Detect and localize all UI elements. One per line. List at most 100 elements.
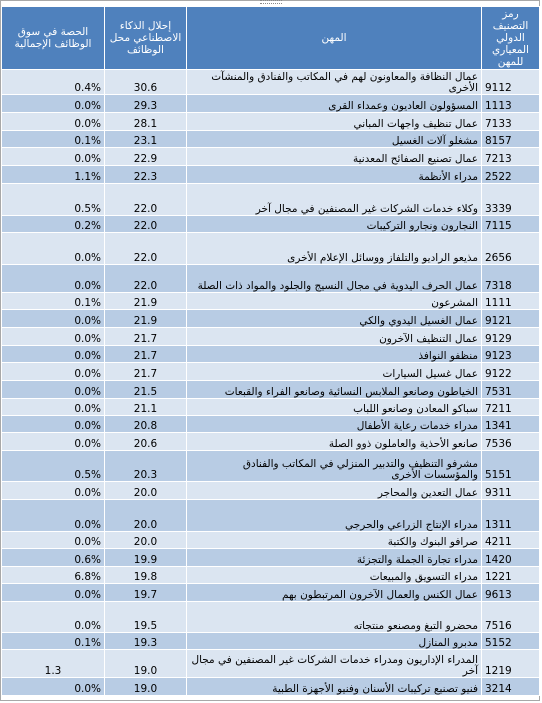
share-cell: 0.5%: [1, 183, 105, 216]
code-cell: 5151: [481, 450, 540, 482]
displacement-cell: 19.5: [104, 601, 187, 633]
header-displacement: إحلال الذكاء الاصطناعي محل الوظائف: [104, 6, 187, 70]
occupation-cell: وكلاء خدمات الشركات غير المصنفين في مجال…: [186, 183, 482, 216]
share-cell: 0.0%: [1, 94, 105, 113]
table-row: 0.0% 20.0 صرافو البنوك والكتبة 4211: [1, 531, 540, 549]
share-cell: 0.0%: [1, 481, 105, 500]
displacement-cell: 21.1: [104, 398, 187, 416]
header-code: رمز التصنيف الدولي المعياري للمهن: [481, 6, 540, 70]
displacement-cell: 22.0: [104, 215, 187, 233]
code-cell: 1113: [481, 94, 540, 113]
code-cell: 3214: [481, 677, 540, 696]
occupation-cell: صرافو البنوك والكتبة: [186, 531, 482, 549]
table-row: 6.8% 19.8 مدراء التسويق والمبيعات 1221: [1, 566, 540, 584]
table-row: 0.0% 20.8 مدراء خدمات رعاية الأطفال 1341: [1, 415, 540, 433]
occupation-cell: سباكو المعادن وصانعو اللباب: [186, 398, 482, 416]
displacement-cell: 19.3: [104, 632, 187, 650]
table-row: 0.0% 21.7 عمال التنظيف الآخرون 9129: [1, 327, 540, 346]
displacement-cell: 28.1: [104, 112, 187, 131]
displacement-cell: 21.7: [104, 345, 187, 363]
displacement-cell: 21.5: [104, 380, 187, 399]
occupation-cell: عمال غسيل السيارات: [186, 362, 482, 381]
displacement-cell: 21.7: [104, 327, 187, 346]
share-cell: 0.0%: [1, 531, 105, 549]
share-cell: 6.8%: [1, 566, 105, 584]
table-row: 0.0% 21.7 عمال غسيل السيارات 9122: [1, 362, 540, 381]
table-row: 0.0% 21.7 منظفو النوافذ 9123: [1, 345, 540, 363]
resize-handle[interactable]: [260, 0, 282, 4]
displacement-cell: 19.0: [104, 649, 187, 678]
occupation-cell: عمال الكنس والعمال الآخرون المرتبطون بهم: [186, 583, 482, 602]
code-cell: 9129: [481, 327, 540, 346]
occupation-cell: محضرو التبغ ومصنعو منتجاته: [186, 601, 482, 633]
occupation-cell: المشرعون: [186, 292, 482, 310]
code-cell: 9112: [481, 69, 540, 95]
displacement-cell: 19.8: [104, 566, 187, 584]
table-row: 0.0% 21.9 عمال الغسيل اليدوي والكي 9121: [1, 309, 540, 328]
table-row: 0.0% 19.0 فنيو تصنيع تركيبات الأسنان وفنيو…: [1, 677, 540, 696]
displacement-cell: 23.1: [104, 130, 187, 148]
displacement-cell: 30.6: [104, 69, 187, 95]
share-cell: 0.1%: [1, 292, 105, 310]
displacement-cell: 21.9: [104, 309, 187, 328]
table-row: 0.0% 20.6 صانعو الأحذية والعاملون ذوو الصل…: [1, 432, 540, 451]
table-row: 0.0% 21.1 سباكو المعادن وصانعو اللباب 7211: [1, 398, 540, 416]
table-row: 0.2% 22.0 النجارون ونجارو التركيبات 7115: [1, 215, 540, 233]
code-cell: 2656: [481, 232, 540, 265]
displacement-cell: 20.3: [104, 450, 187, 482]
occupation-cell: مدراء التسويق والمبيعات: [186, 566, 482, 584]
table-row: 1.3 19.0 المدراء الإداريون ومدراء خدمات ال…: [1, 649, 540, 678]
share-cell: 0.4%: [1, 69, 105, 95]
share-cell: 0.0%: [1, 309, 105, 328]
occupation-cell: مذيعو الراديو والتلفاز ووسائل الإعلام ال…: [186, 232, 482, 265]
occupation-cell: مدراء خدمات رعاية الأطفال: [186, 415, 482, 433]
occupation-cell: عمال تنظيف واجهات المباني: [186, 112, 482, 131]
occupation-cell: منظفو النوافذ: [186, 345, 482, 363]
occupation-cell: الخياطون وصانعو الملابس النسائية وصانعو …: [186, 380, 482, 399]
occupation-cell: عمال التعدين والمحاجر: [186, 481, 482, 500]
table-row: 0.6% 19.9 مدراء تجارة الجملة والتجزئة 1420: [1, 548, 540, 567]
displacement-cell: 20.0: [104, 531, 187, 549]
code-cell: 2522: [481, 165, 540, 184]
occupation-cell: عمال التنظيف الآخرون: [186, 327, 482, 346]
occupation-cell: عمال تصنيع الصفائح المعدنية: [186, 147, 482, 166]
displacement-cell: 19.7: [104, 583, 187, 602]
table-row: 1.1% 22.3 مدراء الأنظمة 2522: [1, 165, 540, 184]
code-cell: 8157: [481, 130, 540, 148]
share-cell: 0.2%: [1, 215, 105, 233]
table-row: 0.5% 20.3 مشرفو التنظيف والتدبير المنزلي ف…: [1, 450, 540, 482]
share-cell: 0.0%: [1, 380, 105, 399]
table-row: 0.1% 19.3 مدبرو المنازل 5152: [1, 632, 540, 650]
displacement-cell: 20.8: [104, 415, 187, 433]
table-row: 0.0% 28.1 عمال تنظيف واجهات المباني 7133: [1, 112, 540, 131]
share-cell: 1.1%: [1, 165, 105, 184]
displacement-cell: 22.0: [104, 264, 187, 293]
share-cell: 0.0%: [1, 232, 105, 265]
occupation-cell: المدراء الإداريون ومدراء خدمات الشركات غ…: [186, 649, 482, 678]
code-cell: 7211: [481, 398, 540, 416]
code-cell: 1311: [481, 499, 540, 532]
table-row: 0.0% 19.7 عمال الكنس والعمال الآخرون المرت…: [1, 583, 540, 602]
share-cell: 0.0%: [1, 327, 105, 346]
code-cell: 7318: [481, 264, 540, 293]
displacement-cell: 21.7: [104, 362, 187, 381]
code-cell: 7516: [481, 601, 540, 633]
displacement-cell: 29.3: [104, 94, 187, 113]
occupation-cell: صانعو الأحذية والعاملون ذوو الصلة: [186, 432, 482, 451]
table-row: 0.1% 21.9 المشرعون 1111: [1, 292, 540, 310]
code-cell: 5152: [481, 632, 540, 650]
displacement-cell: 22.0: [104, 232, 187, 265]
share-cell: 0.0%: [1, 345, 105, 363]
code-cell: 9122: [481, 362, 540, 381]
header-share: الحصة في سوق الوظائف الإجمالية: [1, 6, 105, 70]
table-row: 0.0% 29.3 المسؤولون العاديون وعمداء القرى 1…: [1, 94, 540, 113]
code-cell: 7133: [481, 112, 540, 131]
table-row: 0.4% 30.6 عمال النظافة والمعاونون لهم في ا…: [1, 69, 540, 95]
share-cell: 0.6%: [1, 548, 105, 567]
share-cell: 0.0%: [1, 432, 105, 451]
displacement-cell: 19.0: [104, 677, 187, 696]
displacement-cell: 21.9: [104, 292, 187, 310]
share-cell: 0.0%: [1, 415, 105, 433]
share-cell: 0.0%: [1, 362, 105, 381]
table-row: 0.5% 22.0 وكلاء خدمات الشركات غير المصنفين…: [1, 183, 540, 216]
